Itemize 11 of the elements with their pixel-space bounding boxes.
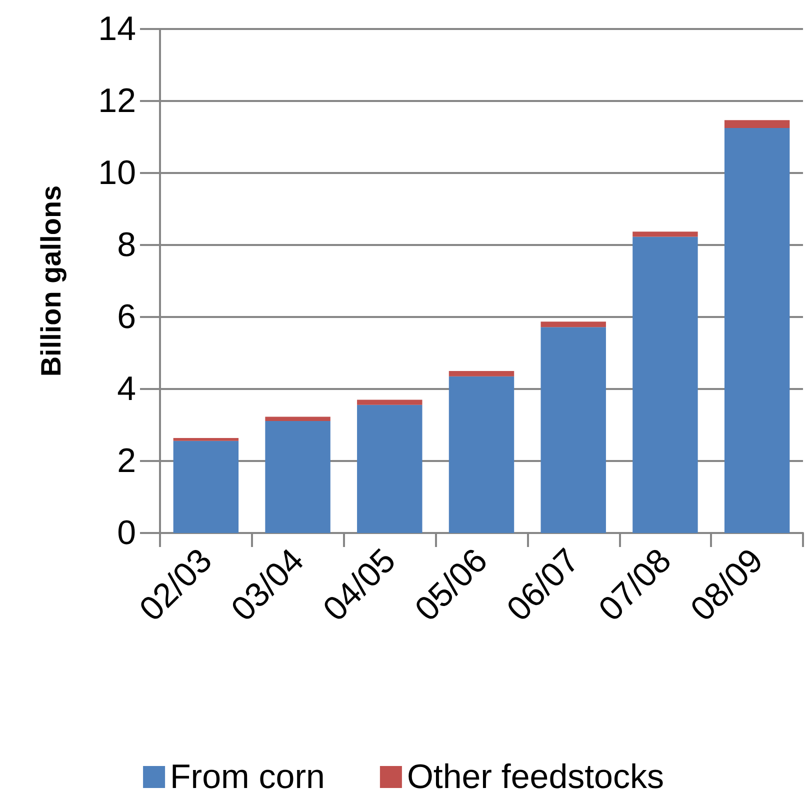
legend-label: From corn — [170, 758, 325, 796]
y-axis-title: Billion gallons — [36, 185, 66, 377]
y-tick-label: 12 — [98, 82, 136, 120]
y-tick-label: 14 — [98, 10, 136, 48]
y-tick-label: 2 — [117, 442, 136, 480]
y-tick-label: 8 — [117, 226, 136, 264]
y-tick-label: 6 — [117, 298, 136, 336]
legend-label: Other feedstocks — [406, 758, 664, 796]
y-tick-label: 0 — [117, 514, 136, 552]
y-tick-label: 4 — [117, 370, 136, 408]
y-tick-label: 10 — [98, 154, 136, 192]
